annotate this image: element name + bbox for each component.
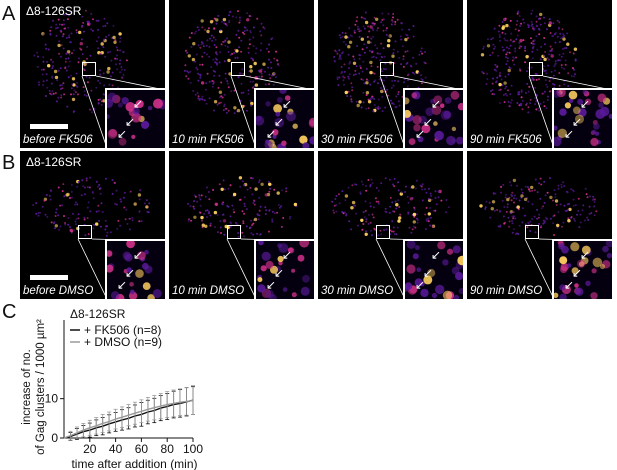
arrow-icon: ↙ xyxy=(415,278,426,292)
y-axis-label-line1: increase of no. xyxy=(21,349,33,424)
roi-box xyxy=(227,225,241,239)
roi-box xyxy=(525,225,539,239)
zoom-inset: ↙ ↙ ↙ xyxy=(552,88,612,148)
x-axis-label: time after addition (min) xyxy=(71,457,197,470)
y-axis-label-line2: of Gag clusters / 1000 µm² xyxy=(35,319,47,455)
x-tick-label: 100 xyxy=(183,442,203,456)
construct-label: Δ8-126SR xyxy=(26,4,82,18)
arrow-icon: ↙ xyxy=(580,97,591,111)
arrow-icon: ↙ xyxy=(274,266,285,280)
arrow-icon: ↙ xyxy=(564,278,575,292)
tile-label: before DMSO xyxy=(23,285,94,297)
zoom-inset: ↙ ↙ ↙ xyxy=(254,239,314,299)
x-tick-label: 80 xyxy=(161,442,175,456)
tile-label: 10 min FK506 xyxy=(172,134,244,146)
panel-b-letter: B xyxy=(2,152,16,174)
cell-image xyxy=(183,10,280,115)
chart-axes: 20 40 60 80 100 0 10 xyxy=(45,320,203,456)
roi-box xyxy=(380,62,394,76)
roi-box xyxy=(78,225,92,239)
arrow-icon: ↙ xyxy=(274,115,285,129)
micrograph-tile: ↙ ↙ ↙ 30 min DMSO xyxy=(318,151,463,299)
roi-box xyxy=(529,62,543,76)
tile-label: 30 min DMSO xyxy=(321,285,394,297)
micrograph-tile: ↙ ↙ ↙ 30 min FK506 xyxy=(318,0,463,148)
micrograph-tile: ↙ ↙ ↙ 10 min DMSO xyxy=(169,151,314,299)
micrograph-tile: ↙ ↙ ↙ 90 min DMSO xyxy=(467,151,612,299)
micrograph-tile: ↙ ↙ ↙ before FK506 Δ8-126SR xyxy=(20,0,165,148)
tile-label: 90 min FK506 xyxy=(470,134,542,146)
arrow-icon: ↙ xyxy=(431,97,442,111)
panel-a-letter: A xyxy=(2,3,16,25)
arrow-icon: ↙ xyxy=(266,278,277,292)
arrow-icon: ↙ xyxy=(423,115,434,129)
zoom-inset: ↙ ↙ ↙ xyxy=(403,239,463,299)
x-tick-label: 40 xyxy=(109,442,123,456)
y-tick-label: 10 xyxy=(45,392,59,406)
cell-image xyxy=(479,177,598,236)
cell-image xyxy=(480,9,578,114)
arrow-icon: ↙ xyxy=(572,115,583,129)
cluster-increase-chart: Δ8-126SR + FK506 (n=8)+ DMSO (n=9) incre… xyxy=(21,307,203,470)
panel-c-letter: C xyxy=(2,301,17,323)
scale-bar xyxy=(30,275,68,280)
panel-a-row: ↙ ↙ ↙ before FK506 Δ8-126SR ↙ ↙ ↙ 10 min FK506 ↙ ↙… xyxy=(20,0,617,148)
series-dmso xyxy=(63,386,195,441)
x-tick-label: 20 xyxy=(83,442,97,456)
zoom-inset: ↙ ↙ ↙ xyxy=(105,239,165,299)
tile-label: 30 min FK506 xyxy=(321,134,393,146)
tile-label: 90 min DMSO xyxy=(470,285,543,297)
chart-series xyxy=(63,385,195,441)
scale-bar xyxy=(30,124,68,129)
legend-label: + FK506 (n=8) xyxy=(84,323,161,337)
arrow-icon: ↙ xyxy=(133,97,144,111)
arrow-icon: ↙ xyxy=(117,278,128,292)
micrograph-tile: ↙ ↙ ↙ 10 min FK506 xyxy=(169,0,314,148)
y-tick-label: 0 xyxy=(51,431,58,445)
arrow-icon: ↙ xyxy=(423,266,434,280)
series-line xyxy=(63,399,194,439)
micrograph-tile: ↙ ↙ ↙ before DMSO Δ8-126SR xyxy=(20,151,165,299)
arrow-icon: ↙ xyxy=(580,248,591,262)
cell-image xyxy=(331,177,450,237)
arrow-icon: ↙ xyxy=(125,266,136,280)
panel-b-row: ↙ ↙ ↙ before DMSO Δ8-126SR ↙ ↙ ↙ 10 min DMSO ↙ ↙ ↙ 3… xyxy=(20,151,617,299)
tile-label: 10 min DMSO xyxy=(172,285,245,297)
zoom-inset: ↙ ↙ ↙ xyxy=(552,239,612,299)
cell-image xyxy=(187,176,298,238)
x-tick-label: 60 xyxy=(135,442,149,456)
cell-image xyxy=(32,176,151,237)
arrow-icon: ↙ xyxy=(133,248,144,262)
construct-label: Δ8-126SR xyxy=(26,155,82,169)
arrow-icon: ↙ xyxy=(282,97,293,111)
micrograph-tile: ↙ ↙ ↙ 90 min FK506 xyxy=(467,0,612,148)
arrow-icon: ↙ xyxy=(572,266,583,280)
tile-label: before FK506 xyxy=(23,134,93,146)
arrow-icon: ↙ xyxy=(431,248,442,262)
arrow-icon: ↙ xyxy=(266,127,277,141)
cell-image xyxy=(33,9,128,114)
zoom-inset: ↙ ↙ ↙ xyxy=(254,88,314,148)
zoom-inset: ↙ ↙ ↙ xyxy=(105,88,165,148)
chart-title: Δ8-126SR xyxy=(70,307,126,321)
roi-box xyxy=(82,62,96,76)
roi-box xyxy=(231,62,245,76)
roi-box xyxy=(376,225,390,239)
arrow-icon: ↙ xyxy=(282,248,293,262)
arrow-icon: ↙ xyxy=(415,127,426,141)
arrow-icon: ↙ xyxy=(125,115,136,129)
chart-legend: + FK506 (n=8)+ DMSO (n=9) xyxy=(70,323,162,349)
legend-label: + DMSO (n=9) xyxy=(84,335,162,349)
arrow-icon: ↙ xyxy=(564,127,575,141)
arrow-icon: ↙ xyxy=(117,127,128,141)
zoom-inset: ↙ ↙ ↙ xyxy=(403,88,463,148)
